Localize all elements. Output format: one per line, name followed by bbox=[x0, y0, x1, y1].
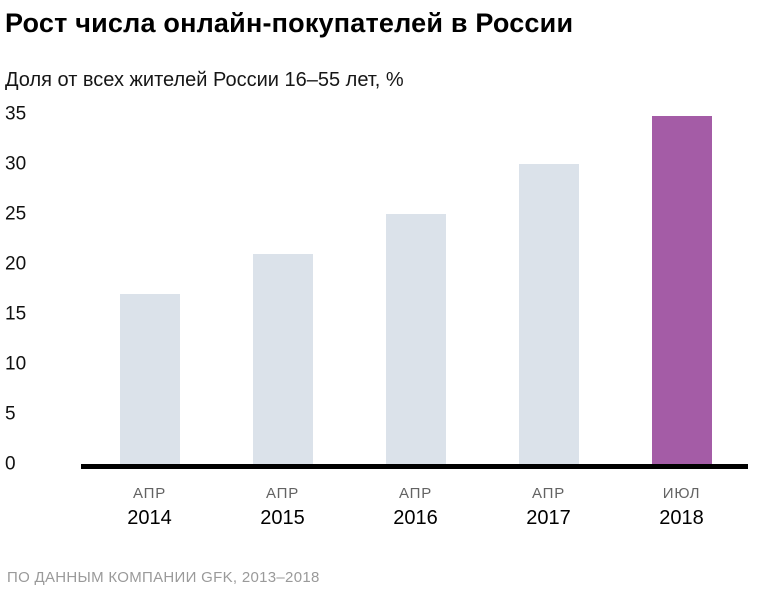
y-axis: 0 5 10 15 20 25 30 35 bbox=[5, 105, 83, 474]
x-label-month: АПР bbox=[398, 485, 433, 503]
x-label-2016: АПР 2016 bbox=[349, 485, 482, 530]
x-label-year: 2014 bbox=[127, 507, 172, 530]
bar-2016 bbox=[385, 214, 446, 465]
bar-2014 bbox=[119, 294, 180, 465]
x-label-month: АПР bbox=[531, 485, 566, 503]
bar-chart: 0 5 10 15 20 25 30 35 АПР 2014 АПР 2015 АПР 2016 АПР 2… bbox=[5, 105, 748, 530]
x-label-month: АПР bbox=[265, 485, 300, 503]
x-label-2018: ИЮЛ 2018 bbox=[615, 485, 748, 530]
y-tick-5: 5 bbox=[5, 403, 16, 425]
x-label-2015: АПР 2015 bbox=[216, 485, 349, 530]
bar-column-2014 bbox=[83, 114, 216, 465]
x-label-year: 2017 bbox=[526, 507, 571, 530]
x-axis-line bbox=[81, 464, 748, 470]
y-tick-10: 10 bbox=[5, 353, 27, 375]
bars-container bbox=[83, 114, 748, 465]
source-note: ПО ДАННЫМ КОМПАНИИ GFK, 2013–2018 bbox=[7, 569, 320, 586]
y-tick-15: 15 bbox=[5, 303, 27, 325]
bar-column-2016 bbox=[349, 114, 482, 465]
bar-column-2015 bbox=[216, 114, 349, 465]
x-label-year: 2015 bbox=[260, 507, 305, 530]
x-axis-labels: АПР 2014 АПР 2015 АПР 2016 АПР 2017 ИЮЛ 2018 bbox=[83, 485, 748, 530]
x-label-year: 2018 bbox=[659, 507, 704, 530]
y-tick-25: 25 bbox=[5, 203, 27, 225]
chart-subtitle: Доля от всех жителей России 16–55 лет, % bbox=[5, 69, 404, 92]
bar-column-2017 bbox=[482, 114, 615, 465]
y-tick-30: 30 bbox=[5, 153, 27, 175]
y-tick-0: 0 bbox=[5, 453, 16, 475]
page-title: Рост числа онлайн-покупателей в России bbox=[5, 8, 574, 38]
x-label-month: ИЮЛ bbox=[662, 485, 701, 503]
x-label-2017: АПР 2017 bbox=[482, 485, 615, 530]
bar-2017 bbox=[518, 164, 579, 465]
x-label-2014: АПР 2014 bbox=[83, 485, 216, 530]
y-tick-35: 35 bbox=[5, 103, 27, 125]
x-label-month: АПР bbox=[132, 485, 167, 503]
plot-area bbox=[83, 114, 748, 465]
y-tick-20: 20 bbox=[5, 253, 27, 275]
bar-2018 bbox=[651, 116, 712, 465]
bar-2015 bbox=[252, 254, 313, 465]
bar-column-2018 bbox=[615, 114, 748, 465]
x-label-year: 2016 bbox=[393, 507, 438, 530]
